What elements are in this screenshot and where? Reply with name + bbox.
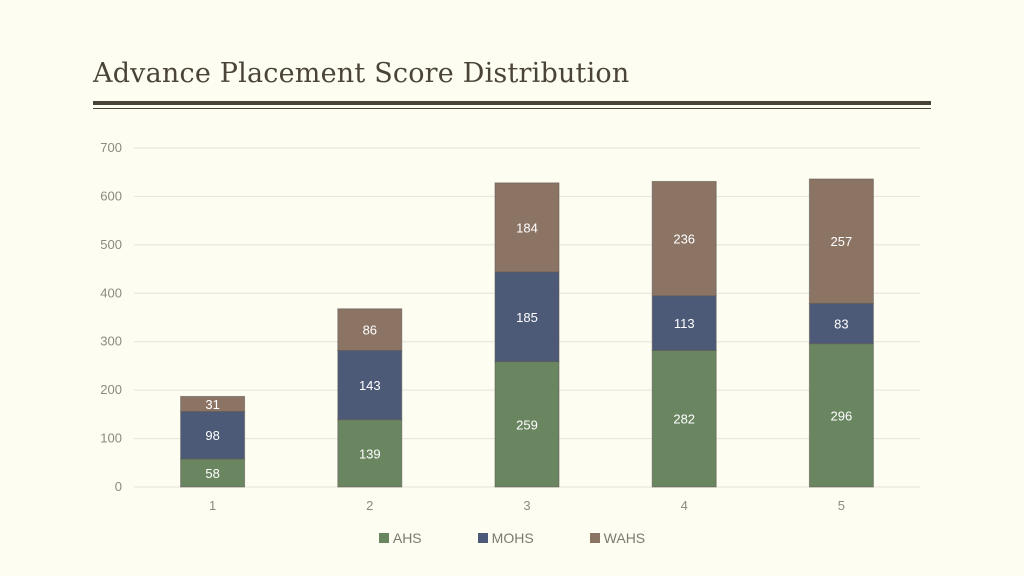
x-tick-label: 5 [838,498,845,513]
data-label: 139 [359,446,381,461]
data-label: 296 [831,408,853,423]
data-label: 113 [674,316,695,331]
legend-swatch [378,533,389,543]
y-tick-label: 100 [100,431,122,446]
legend-swatch [477,533,488,543]
y-tick-label: 400 [100,285,122,300]
bar-segment-ahs [808,343,874,488]
legend-swatch [589,533,600,543]
legend-label: AHS [392,530,422,546]
bar-segment-ahs [494,361,560,488]
legend-item: AHS [378,530,422,546]
chart-title: Advance Placement Score Distribution [93,58,630,89]
bar-segment-wahs [494,182,560,273]
x-tick-label: 3 [523,498,530,513]
data-label: 184 [516,220,538,235]
data-label: 83 [834,317,848,332]
bar-segment-wahs [808,178,874,304]
data-label: 257 [831,234,853,249]
y-tick-label: 0 [115,479,122,494]
title-underline-thin [93,108,931,109]
data-label: 259 [516,417,538,432]
y-tick-label: 300 [100,334,122,349]
bar-segment-ahs [180,458,246,488]
bar-segment-mohs [651,295,717,351]
title-underline-thick [93,101,931,105]
data-label: 98 [205,428,219,443]
bar-segment-mohs [808,302,874,345]
data-label: 143 [359,378,381,393]
data-label: 31 [205,397,219,412]
bar-segment-ahs [651,349,717,488]
bar-segment-ahs [337,419,403,488]
data-label: 58 [205,466,219,481]
y-tick-label: 600 [100,188,122,203]
bar-segment-mohs [337,349,403,421]
data-label: 236 [673,232,695,247]
legend-label: WAHS [603,530,646,546]
x-tick-label: 1 [209,498,216,513]
chart-legend: AHS MOHS WAHS [0,530,1024,546]
x-tick-label: 4 [681,498,688,513]
bar-segment-mohs [180,410,246,460]
bar-segment-wahs [180,395,246,412]
bar-segment-wahs [337,308,403,351]
bar-segment-wahs [651,180,717,297]
x-tick-label: 2 [366,498,373,513]
y-tick-label: 700 [100,140,122,155]
y-tick-label: 500 [100,237,122,252]
bar-segment-mohs [494,271,560,363]
y-tick-label: 200 [100,382,122,397]
legend-item: WAHS [589,530,646,546]
legend-label: MOHS [491,530,534,546]
data-label: 185 [516,310,538,325]
legend-item: MOHS [477,530,534,546]
data-label: 282 [673,412,695,427]
data-label: 86 [363,323,377,338]
